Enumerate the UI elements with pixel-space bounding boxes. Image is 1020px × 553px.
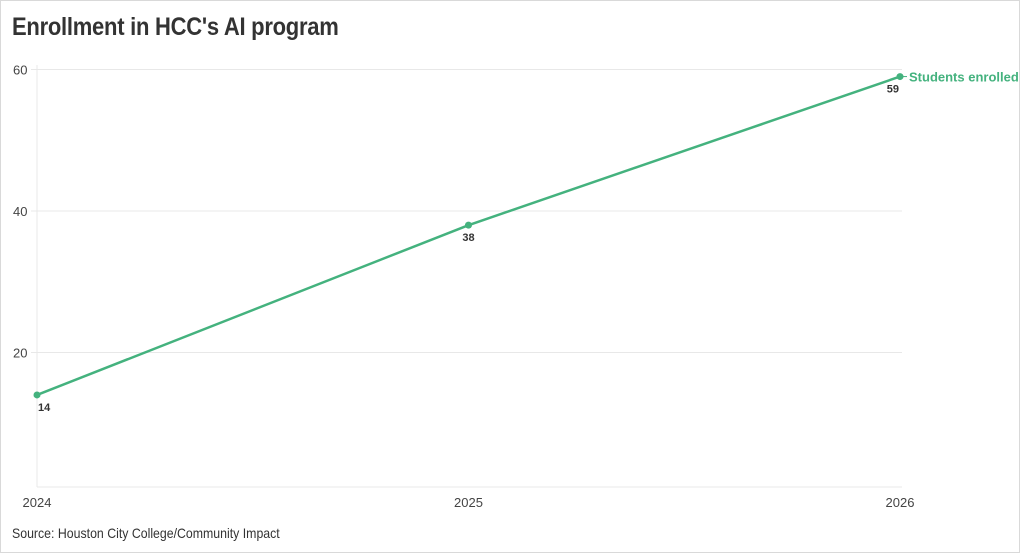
grid-lines [31,65,902,488]
series-legend-label: Students enrolled [909,70,1019,85]
x-axis: 2024 2025 2026 [23,495,915,510]
data-label: 14 [38,402,51,414]
chart-title: Enrollment in HCC's AI program [12,13,339,41]
data-point[interactable] [465,221,472,229]
data-label: 59 [887,84,899,96]
x-tick-label: 2024 [23,495,52,510]
data-point[interactable] [33,391,41,399]
y-tick-label: 40 [13,204,27,219]
y-axis: 20 40 60 [13,63,27,361]
y-tick-label: 20 [13,346,27,361]
source-note: Source: Houston City College/Community I… [12,525,280,541]
x-tick-label: 2025 [454,495,483,510]
y-tick-label: 60 [13,63,27,78]
series-students-enrolled: 14 38 59 Students enrolled [33,70,1019,414]
data-label: 38 [462,232,474,244]
x-tick-label: 2026 [886,495,915,510]
